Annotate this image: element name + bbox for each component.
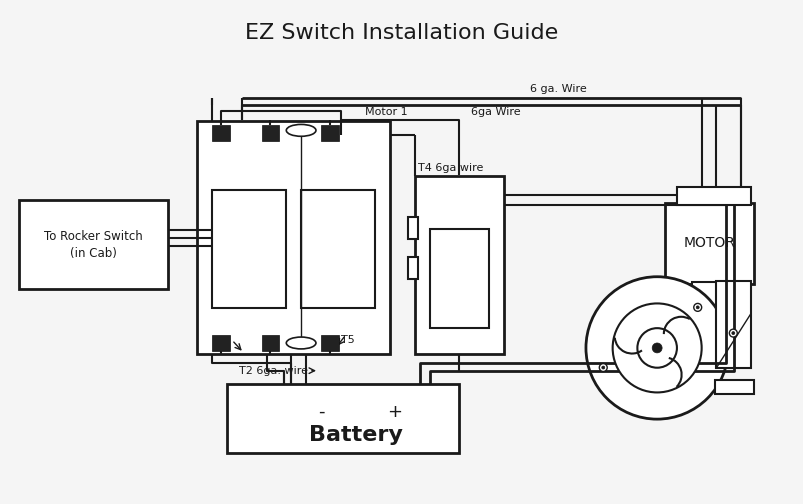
Bar — [414, 176, 503, 354]
Bar — [407, 257, 418, 279]
Bar — [320, 335, 338, 351]
Bar — [715, 281, 750, 368]
Bar — [407, 217, 418, 239]
Bar — [691, 282, 725, 313]
Circle shape — [731, 332, 734, 335]
Text: (in Cab): (in Cab) — [70, 247, 116, 261]
Text: EZ Switch Installation Guide: EZ Switch Installation Guide — [245, 23, 558, 42]
Ellipse shape — [286, 337, 316, 349]
Bar — [212, 190, 286, 308]
Bar — [301, 190, 375, 308]
Circle shape — [612, 303, 701, 393]
Text: 6ga Wire: 6ga Wire — [471, 107, 520, 117]
Text: Motor 1: Motor 1 — [365, 107, 408, 117]
Bar — [664, 203, 753, 284]
Bar — [714, 380, 753, 395]
Text: T5: T5 — [340, 335, 354, 345]
Text: -: - — [317, 403, 324, 421]
Text: T2 6ga. wire: T2 6ga. wire — [238, 366, 308, 375]
Bar — [261, 125, 279, 141]
Text: +: + — [387, 403, 402, 421]
Circle shape — [693, 303, 701, 311]
Text: 6 ga. Wire: 6 ga. Wire — [529, 84, 586, 94]
Bar — [212, 335, 230, 351]
Circle shape — [601, 366, 604, 369]
Bar — [226, 384, 459, 453]
Circle shape — [651, 343, 662, 353]
Circle shape — [585, 277, 728, 419]
Text: Battery: Battery — [308, 425, 402, 445]
Circle shape — [728, 329, 736, 337]
Ellipse shape — [286, 124, 316, 136]
Text: T6: T6 — [217, 338, 230, 348]
Circle shape — [637, 328, 676, 368]
Bar — [19, 200, 167, 289]
Bar — [676, 186, 750, 205]
Bar — [197, 121, 389, 354]
Text: T4 6ga wire: T4 6ga wire — [418, 163, 483, 173]
Circle shape — [598, 363, 606, 371]
Bar — [261, 335, 279, 351]
Circle shape — [695, 306, 699, 309]
Bar — [429, 229, 488, 328]
Text: MOTOR: MOTOR — [683, 236, 735, 250]
Bar — [320, 125, 338, 141]
Bar — [212, 125, 230, 141]
Text: To Rocker Switch: To Rocker Switch — [44, 230, 143, 243]
